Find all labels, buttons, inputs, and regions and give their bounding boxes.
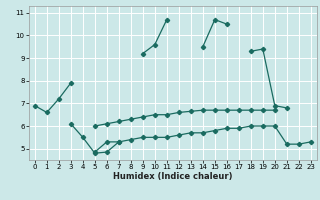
X-axis label: Humidex (Indice chaleur): Humidex (Indice chaleur) bbox=[113, 172, 233, 181]
